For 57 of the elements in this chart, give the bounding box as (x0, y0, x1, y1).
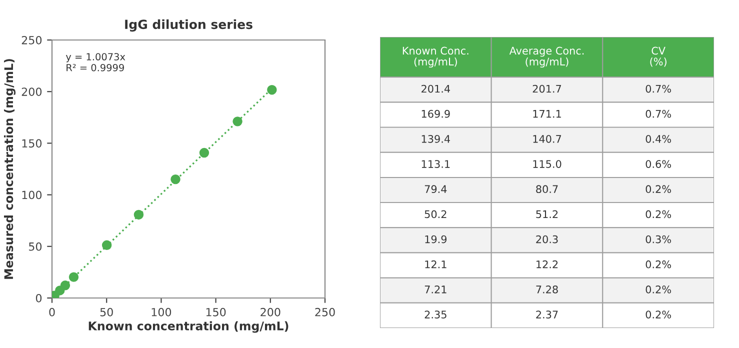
y-tick-label: 250 (22, 36, 42, 44)
text: 201.4 (422, 84, 450, 93)
text: 2.35 (424, 310, 446, 318)
text: Known Conc. (mg/mL) (402, 46, 468, 68)
point (199, 148, 210, 158)
y-axis-title: Measured concentration (mg/mL) (4, 59, 16, 279)
text: 20.3 (536, 235, 558, 244)
x-tick-label: 50 (100, 308, 113, 316)
text: 0.6% (646, 160, 671, 168)
text: 12.2 (536, 260, 558, 268)
text: 51.2 (536, 210, 558, 218)
point (134, 210, 144, 220)
point (170, 174, 180, 184)
text: 171.1 (533, 110, 561, 118)
text: 7.28 (536, 286, 558, 294)
text: 115.0 (533, 160, 562, 168)
text: 79.4 (424, 185, 447, 194)
y-tick-label: 100 (22, 190, 42, 200)
text: 0.2% (646, 286, 671, 294)
text: 140.7 (533, 134, 562, 143)
text: 201.7 (532, 84, 562, 93)
x-tick-label: 0 (49, 308, 55, 316)
text: 50.2 (424, 210, 446, 218)
text: 0.3% (646, 235, 671, 244)
x-axis-title: Known concentration (mg/mL) (88, 321, 288, 333)
text: 80.7 (536, 185, 558, 194)
point (68, 272, 79, 282)
x-tick-label: 200 (260, 308, 280, 316)
text: 139.4 (422, 134, 450, 143)
text: 0.2% (646, 210, 671, 218)
point (232, 116, 242, 126)
point (267, 84, 277, 95)
text: 2.37 (536, 310, 558, 318)
point (102, 240, 112, 250)
y-tick-label: 50 (28, 242, 42, 251)
y-tick-label: 0 (36, 294, 42, 302)
text: 19.9 (425, 235, 447, 244)
text: 169.9 (422, 110, 450, 118)
x-tick-label: 150 (206, 308, 226, 316)
text: 12.1 (425, 260, 446, 268)
chart-title: IgG dilution series (125, 19, 252, 32)
text: 7.21 (424, 286, 446, 294)
point (60, 280, 70, 290)
text: 0.2% (646, 310, 671, 318)
text: 0.7% (646, 84, 671, 93)
text: Average Conc. (mg/mL) (509, 46, 584, 68)
text: 0.7% (646, 110, 671, 118)
y-tick-label: 150 (22, 139, 42, 148)
x-tick-label: 100 (152, 308, 172, 316)
y-tick-label: 200 (22, 88, 42, 96)
text: 113.1 (422, 160, 450, 168)
text: 0.2% (646, 260, 671, 268)
text: CV (%) (650, 46, 666, 67)
text: 0.2% (646, 185, 671, 194)
x-tick-label: 250 (315, 308, 335, 316)
annotation: y = 1.0073x R² = 0.9999 (66, 53, 126, 72)
text: 0.4% (646, 134, 671, 143)
